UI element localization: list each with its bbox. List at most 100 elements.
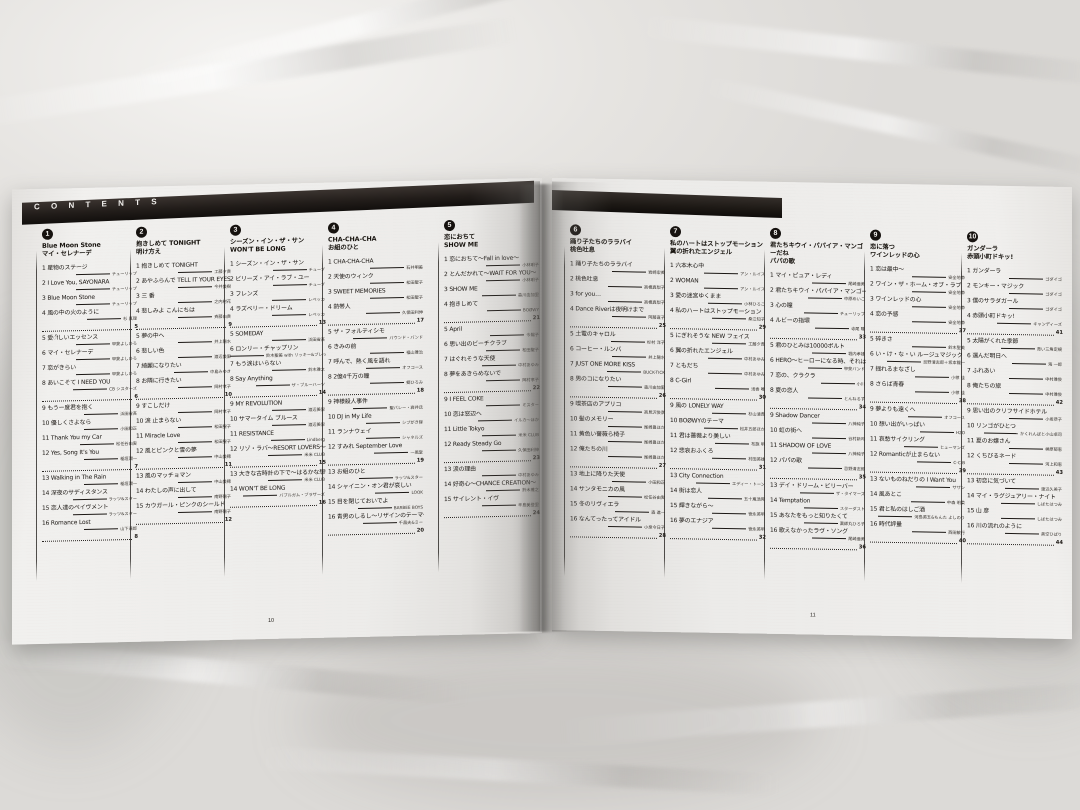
section-page-marker: 31: [670, 463, 766, 471]
track-entry: 10 想い出がいっぱいH2O: [870, 421, 966, 437]
column-rule: [664, 247, 665, 578]
track-entry: 11 夏のお嬢さん 榊原郁恵: [967, 437, 1063, 453]
track-entry: 16 歌えなかったラヴ・ソング 尾崎亜美: [770, 526, 866, 542]
credit-leader-rule: [178, 356, 213, 358]
credit-leader-rule: [715, 442, 750, 445]
track-entry: 8 あいこそて I NEED YOU CB シスターズ: [42, 378, 138, 394]
track-entry: 9 MY REVOLUTION 渡辺美里: [230, 399, 326, 415]
track-entry: 8 夏の恋人 とんねるず: [770, 386, 866, 402]
track-entry: 13 風のマッチョマン 中山美穂: [136, 471, 232, 487]
track-entry: 4 熱帯人 久保田利伸: [328, 302, 424, 318]
track-entry: 14 シャイニン・オン君が哀しい LOOK: [328, 482, 424, 498]
track-entry: 6 選んだ明日へ海 一郎: [967, 352, 1063, 368]
credit-leader-rule: [486, 489, 521, 492]
column-rule: [36, 251, 37, 582]
album-column-6: 6 踊り子たちのララバイ 桃色吐息 1 踊り子たちのララバイ 岩崎宏美 2 桃色吐息 高橋真…: [564, 224, 666, 577]
credit-leader-rule: [374, 451, 409, 454]
track-credit: 阿藤直子: [570, 313, 666, 321]
track-entry: 12 風とピンクと雪の夢 中山美穂: [136, 446, 232, 462]
dot-leader: [670, 324, 757, 331]
credit-leader-rule: [178, 386, 213, 388]
section-page-marker: 6: [42, 394, 138, 402]
credit-leader-rule: [1012, 363, 1047, 365]
track-title: 9 Shadow Dancer: [770, 412, 820, 420]
track-entry: 9 もうー度君を抱く 浜田省吾: [42, 403, 138, 419]
credit-leader-rule: [608, 495, 643, 498]
credit-leader-rule: [84, 483, 119, 485]
credit-leader-rule: [803, 507, 838, 509]
credit-leader-rule: [912, 306, 947, 308]
credit-leader-rule: [812, 452, 847, 454]
album-number-badge: 1: [42, 228, 53, 240]
credit-leader-rule: [272, 269, 307, 271]
credit-leader-rule: [72, 513, 107, 516]
track-entry: 9 Shadow Dancer 八神純子: [770, 411, 866, 427]
credit-leader-rule: [482, 434, 517, 437]
credit-leader-rule: [370, 297, 405, 299]
track-entry: 13 ないものねだりの I Want You サザン: [870, 476, 966, 492]
credit-leader-rule: [912, 276, 947, 278]
track-entry: 10 優しくさよなら 小田和正: [42, 418, 138, 434]
book-gutter: [520, 183, 564, 633]
track-entry: 16 なんてったってアイドル 小泉今日子: [570, 515, 666, 531]
credit-leader-rule: [84, 458, 119, 460]
dot-leader: [230, 500, 317, 508]
credit-leader-rule: [612, 316, 647, 318]
column-rule: [564, 246, 565, 577]
credit-leader-rule: [915, 376, 950, 378]
credit-leader-rule: [486, 309, 521, 312]
section-page-marker: 12: [136, 517, 232, 525]
track-entry: 5 君のひとみは10000ボルト 堀内孝雄: [770, 341, 866, 357]
credit-leader-rule: [615, 511, 650, 513]
credit-leader-rule: [72, 498, 107, 501]
track-entry: 7 恋がきらい 甲斐よしひろ: [42, 363, 138, 379]
credit-leader-rule: [370, 267, 405, 269]
credit-leader-rule: [712, 512, 747, 515]
credit-leader-rule: [1009, 307, 1044, 310]
section-page-marker: 32: [670, 533, 766, 541]
section-page-marker: 5: [42, 324, 138, 332]
right-page: 6 踊り子たちのララバイ 桃色吐息 1 踊り子たちのララバイ 岩崎宏美 2 桃色吐息 高橋真…: [552, 178, 1072, 640]
credit-leader-rule: [84, 528, 119, 530]
track-entry: 1 六本木心中 アン・ルイス: [670, 262, 766, 278]
credit-leader-rule: [1000, 517, 1035, 520]
cloth-shadow: [300, 640, 820, 800]
track-entry: 8 C-Girl 浅香 唯: [670, 377, 766, 393]
track-entry: 3 for you… 高橋真梨子: [570, 290, 666, 306]
credit-leader-rule: [357, 507, 392, 510]
track-entry: 5 にぎれそうな NEW フェイス 工藤夕貴: [670, 332, 766, 348]
track-credit: とんねるず: [770, 394, 866, 402]
album-column-9: 9 恋に落つ ワインレッドの心 1 恋は最中～ 安全地帯 2 ワイン・ザ・ホーム・オブ・ラ…: [864, 229, 966, 582]
track-entry: 1 星物のステージ チューリップ: [42, 263, 138, 279]
credit-leader-rule: [482, 364, 517, 367]
track-entry: 7 ふれあい 中村雅俊: [967, 367, 1063, 383]
album-column-4: 4 CHA-CHA-CHA お組のひと 1 CHA-CHA-CHA 石井明美 2 天使のウ…: [322, 221, 424, 575]
section-page-marker: 9: [136, 322, 232, 330]
track-entry: 11 RESISTANCE Lindberg: [230, 429, 326, 445]
track-entry: 14 深夜のサディスタンス ラッツ&スター: [42, 488, 138, 504]
track-entry: 4 悲しみよ こんにちは 斉藤由貴: [136, 306, 232, 322]
dot-leader: [328, 528, 415, 536]
section-page-marker: 34: [770, 402, 866, 410]
dot-leader: [230, 390, 317, 398]
track-entry: 11 君は薔薇より美しい 布施 明: [670, 432, 766, 448]
dot-leader: [770, 473, 857, 480]
track-entry: 14 わたしの声に出して 南野陽子: [136, 486, 232, 502]
track-entry: 15 君と私のはしご酒 河島英五&もんた よしのり: [870, 506, 966, 522]
credit-leader-rule: [799, 491, 834, 494]
track-credit: 西田敏行: [870, 529, 966, 537]
credit-leader-rule: [708, 372, 743, 375]
track-entry: 14 サンタモニカの風 松任谷由実: [570, 485, 666, 501]
track-entry: 9 神様殺人事件 聖バレー・岩井氏: [328, 397, 424, 413]
track-entry: 13 地上に降りた天使 小田和正: [570, 470, 666, 486]
section-page-marker: 40: [870, 537, 966, 544]
track-credit: 中村雅俊: [967, 390, 1063, 398]
credit-leader-rule: [984, 432, 1019, 435]
credit-leader-rule: [482, 474, 517, 477]
dot-leader: [136, 392, 223, 400]
section-page-marker: 11: [136, 462, 232, 470]
dot-leader: [770, 333, 857, 340]
dot-leader: [328, 458, 415, 466]
track-credit: 小椋 佳: [870, 389, 966, 397]
track-entry: 7 JUST ONE MORE KISS BUCK-TICK: [570, 360, 666, 376]
